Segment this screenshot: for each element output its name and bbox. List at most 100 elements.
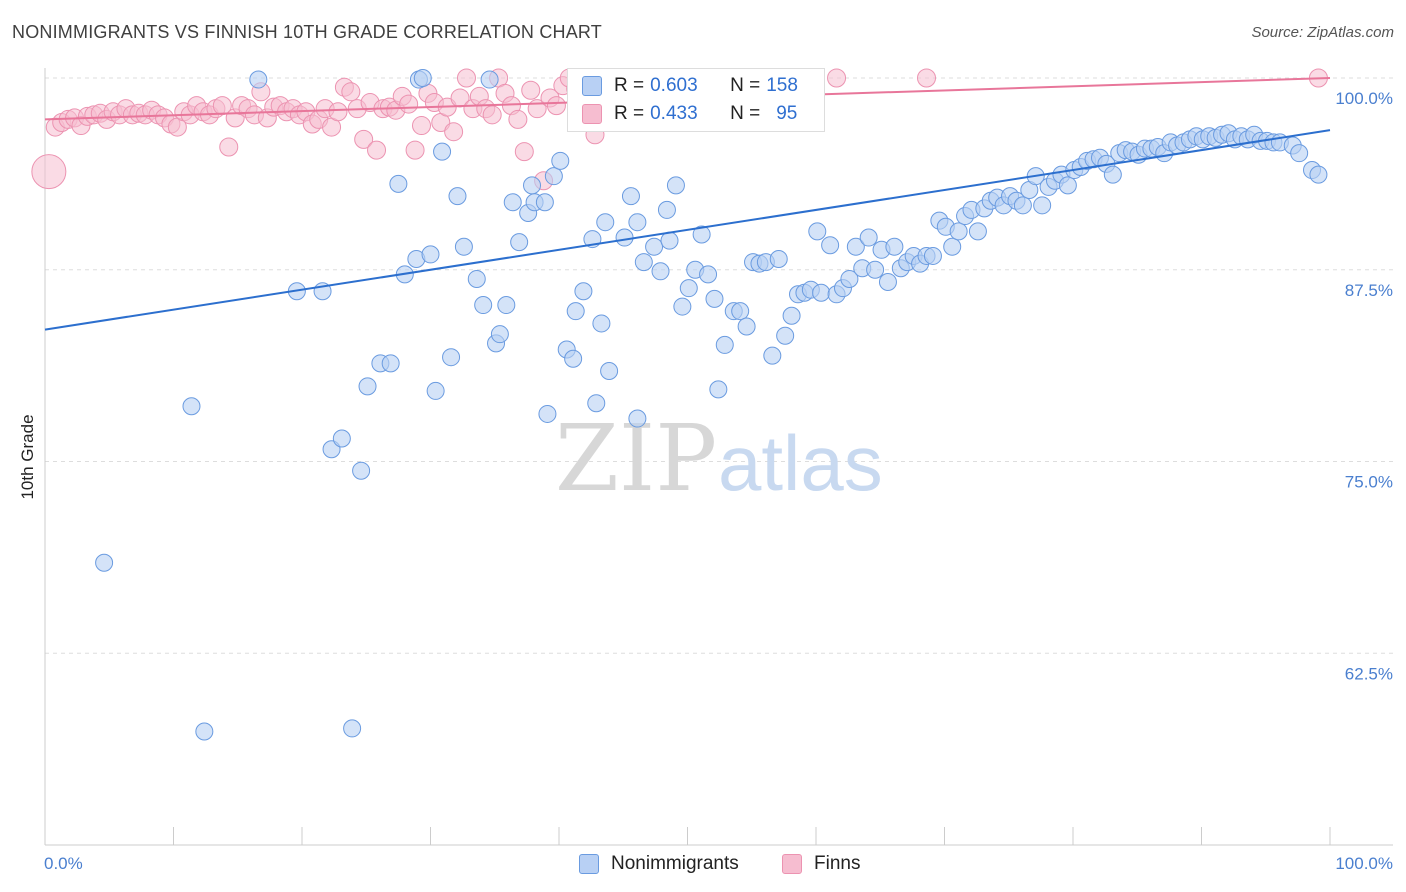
finns-point (456, 68, 476, 88)
nonimmigrants-point (249, 70, 268, 89)
nonimmigrants-point (628, 213, 647, 232)
legend-n-value: 95 (776, 103, 798, 124)
nonimmigrants-point (587, 394, 606, 413)
nonimmigrants-legend-label: Nonimmigrants (611, 853, 739, 874)
grid-lines (45, 77, 1393, 654)
nonimmigrants-point (692, 225, 711, 244)
nonimmigrants-point (866, 260, 885, 279)
nonimmigrants-point (551, 151, 570, 170)
nonimmigrants-point (510, 233, 529, 252)
finns-point (482, 105, 502, 125)
nonimmigrants-point (782, 306, 801, 325)
finns-point (399, 94, 419, 114)
nonimmigrants-point (448, 187, 467, 206)
nonimmigrants-point (433, 142, 452, 161)
nonimmigrants-point (715, 335, 734, 354)
nonimmigrants-point (442, 348, 461, 367)
y-tick-label: 100.0% (1335, 89, 1393, 108)
nonimmigrants-point (95, 553, 114, 572)
nonimmigrants-point (474, 296, 493, 315)
nonimmigrants-point (846, 237, 865, 256)
nonimmigrants-point (821, 236, 840, 255)
legend-n-label: N = (730, 103, 761, 124)
nonimmigrants-point (413, 69, 432, 87)
finns-point (412, 116, 432, 136)
nonimmigrants-point (490, 325, 509, 344)
nonimmigrants-points (95, 69, 1328, 741)
nonimmigrants-point (737, 317, 756, 336)
nonimmigrants-point (389, 174, 408, 193)
finns-point (917, 68, 937, 88)
nonimmigrants-point (566, 302, 585, 321)
nonimmigrants-trendline (44, 129, 1331, 331)
y-tick-label: 62.5% (1345, 664, 1393, 683)
finns-point (508, 109, 528, 129)
y-tick-label: 75.0% (1345, 473, 1393, 492)
nonimmigrants-point (840, 269, 859, 288)
nonimmigrants-point (634, 253, 653, 272)
nonimmigrants-point (812, 283, 831, 302)
legend-row-finns: R = 0.433 N = 95 (582, 102, 797, 126)
nonimmigrants-point (763, 346, 782, 365)
nonimmigrants-point (503, 193, 522, 212)
nonimmigrants-point (358, 377, 377, 396)
nonimmigrants-point (666, 176, 685, 195)
watermark: ZIP atlas (555, 405, 883, 512)
x-tick-label: 0.0% (44, 854, 83, 873)
legend-r-label: R = (614, 103, 645, 124)
finns-point (827, 68, 847, 88)
legend-item-finns: Finns (782, 852, 860, 876)
finns-point (521, 80, 541, 100)
nonimmigrants-point (195, 722, 214, 741)
nonimmigrants-point (332, 429, 351, 448)
nonimmigrants-point (885, 237, 904, 256)
nonimmigrants-point (769, 250, 788, 269)
finns-point (405, 140, 425, 160)
nonimmigrants-point (660, 231, 679, 250)
finns-point (444, 122, 464, 142)
nonimmigrants-point (381, 354, 400, 373)
nonimmigrants-point (776, 326, 795, 345)
nonimmigrants-point (1033, 196, 1052, 215)
legend-row-nonimmigrants: R = 0.603 N = 158 (582, 74, 798, 98)
nonimmigrants-swatch (582, 76, 602, 96)
legend-r-label: R = (614, 75, 645, 96)
legend-n-label: N = (730, 75, 761, 96)
nonimmigrants-point (523, 176, 542, 195)
finns-point (341, 82, 361, 102)
tick-labels: 62.5% 75.0% 87.5% 100.0% 0.0% 100.0% (44, 89, 1393, 873)
finns-point (514, 142, 534, 162)
finns-swatch (582, 104, 602, 124)
nonimmigrants-point (544, 167, 563, 186)
nonimmigrants-point (968, 222, 987, 241)
nonimmigrants-point (454, 237, 473, 256)
nonimmigrants-point (709, 380, 728, 399)
finns-point (546, 96, 566, 116)
nonimmigrants-point (564, 349, 583, 368)
nonimmigrants-point (673, 297, 692, 316)
legend-item-nonimmigrants: Nonimmigrants (579, 852, 739, 876)
nonimmigrants-point (615, 228, 634, 247)
nonimmigrants-point (421, 245, 440, 264)
nonimmigrants-point (343, 719, 362, 738)
finns-point (31, 154, 67, 190)
legend-r-value: 0.603 (650, 75, 698, 96)
nonimmigrants-point (679, 279, 698, 298)
nonimmigrants-point (352, 461, 371, 480)
nonimmigrants-point (1290, 144, 1309, 163)
nonimmigrants-point (949, 222, 968, 241)
nonimmigrants-point (923, 246, 942, 265)
nonimmigrants-point (600, 361, 619, 380)
finns-point (219, 137, 239, 157)
nonimmigrants-point (731, 302, 750, 321)
nonimmigrants-point (651, 262, 670, 281)
nonimmigrants-point (859, 228, 878, 247)
legend-r-value: 0.433 (650, 103, 698, 124)
nonimmigrants-point (943, 237, 962, 256)
nonimmigrants-point (1013, 196, 1032, 215)
nonimmigrants-point (592, 314, 611, 333)
y-axis-label: 10th Grade (18, 414, 37, 499)
nonimmigrants-point (497, 296, 516, 315)
chart-title: NONIMMIGRANTS VS FINNISH 10TH GRADE CORR… (12, 22, 602, 42)
x-tick-label: 100.0% (1335, 854, 1393, 873)
